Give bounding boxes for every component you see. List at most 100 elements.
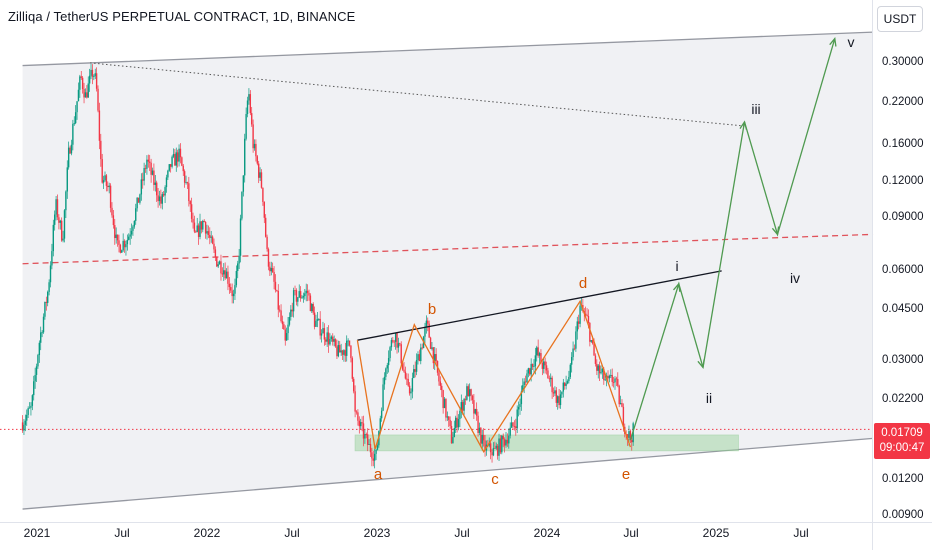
candle-body xyxy=(517,406,520,410)
candle-body xyxy=(432,347,435,364)
candle-body xyxy=(572,348,574,358)
candle-body xyxy=(619,403,622,405)
candle-body xyxy=(167,170,169,178)
candle-body xyxy=(259,172,261,178)
candle-body xyxy=(186,182,189,184)
candle-body xyxy=(264,217,267,237)
candle-body xyxy=(463,398,465,411)
candle-body xyxy=(66,167,68,192)
candle-body xyxy=(407,379,409,386)
candle-body xyxy=(350,345,352,359)
candle-body xyxy=(329,338,331,345)
candle-body xyxy=(190,204,193,219)
candle-body xyxy=(158,196,161,202)
projection-path xyxy=(629,38,836,441)
candle-body xyxy=(118,240,120,245)
candle-body xyxy=(309,295,312,312)
candle-body xyxy=(128,236,130,240)
candle-body xyxy=(496,445,499,456)
candle-body xyxy=(37,355,39,367)
candle-body xyxy=(144,168,147,169)
candle-body xyxy=(336,346,338,357)
candle-body xyxy=(362,423,365,439)
candle-body xyxy=(98,110,101,141)
candle-body xyxy=(73,123,75,125)
candle-body xyxy=(111,207,113,216)
price-tick: 0.02200 xyxy=(882,393,924,405)
triangle-upper-line xyxy=(357,270,722,341)
candle-body xyxy=(385,368,387,377)
candle-body xyxy=(408,385,411,394)
candle-body xyxy=(498,438,500,456)
candle-body xyxy=(373,453,376,461)
candle-body xyxy=(234,285,236,294)
candle-body xyxy=(305,290,307,294)
wave-label-d: d xyxy=(578,275,588,292)
candle-body xyxy=(420,347,422,362)
candle-body xyxy=(56,199,59,218)
candle-body xyxy=(443,398,446,409)
bar-countdown: 09:00:47 xyxy=(879,442,925,454)
wave-label-iii: iii xyxy=(751,101,761,117)
candle-body xyxy=(237,263,239,271)
candle-body xyxy=(179,148,182,158)
candle-body xyxy=(298,291,300,298)
candle-body xyxy=(238,255,240,264)
candle-body xyxy=(468,389,471,397)
candle-body xyxy=(502,435,504,440)
candle-body xyxy=(35,366,38,375)
wave-label-i: i xyxy=(675,258,679,274)
channel-band xyxy=(22,32,874,510)
candle-body xyxy=(589,323,591,342)
candle-body xyxy=(457,419,460,428)
candle-body xyxy=(122,240,124,251)
price-tick: 0.22000 xyxy=(882,96,924,108)
candle-body xyxy=(59,220,61,223)
candle-body xyxy=(257,163,260,178)
price-tick: 0.01200 xyxy=(882,473,924,485)
candle-body xyxy=(513,426,516,427)
candle-body xyxy=(225,271,228,279)
wave-label-v: v xyxy=(847,34,855,50)
candle-body xyxy=(245,114,247,139)
candle-body xyxy=(115,234,117,238)
candle-body xyxy=(63,210,66,239)
candle-body xyxy=(231,290,233,297)
time-tick: Jul xyxy=(284,526,300,540)
candle-body xyxy=(267,249,270,267)
candle-body xyxy=(473,400,475,414)
candle-body xyxy=(452,437,454,444)
candle-body xyxy=(417,354,419,360)
candle-body xyxy=(501,435,503,453)
candle-body xyxy=(24,420,27,425)
candle-body xyxy=(478,427,481,433)
candle-body xyxy=(538,353,541,356)
candle-body xyxy=(266,236,268,250)
time-tick: 2024 xyxy=(533,526,561,540)
candle-body xyxy=(590,340,592,342)
candle-body xyxy=(466,386,468,400)
candle-body xyxy=(448,416,450,420)
candle-body xyxy=(168,164,170,171)
candle-body xyxy=(169,164,172,167)
candle-body xyxy=(189,201,191,205)
candle-body xyxy=(333,339,335,342)
candle-body xyxy=(123,240,126,248)
candle-body xyxy=(253,143,256,149)
candle-body xyxy=(358,420,361,427)
candle-body xyxy=(318,318,320,320)
candle-body xyxy=(277,290,279,310)
candle-body xyxy=(315,320,317,327)
candle-body xyxy=(628,431,630,438)
candle-body xyxy=(505,439,507,446)
candle-body xyxy=(44,301,46,317)
candle-body xyxy=(60,220,63,241)
candle-body xyxy=(346,340,348,356)
candle-body xyxy=(492,448,495,456)
currency-button[interactable]: USDT xyxy=(877,6,923,32)
candle-body xyxy=(176,152,179,162)
candle-body xyxy=(188,183,190,202)
candle-body xyxy=(471,395,474,401)
dotted-resistance xyxy=(90,62,745,127)
